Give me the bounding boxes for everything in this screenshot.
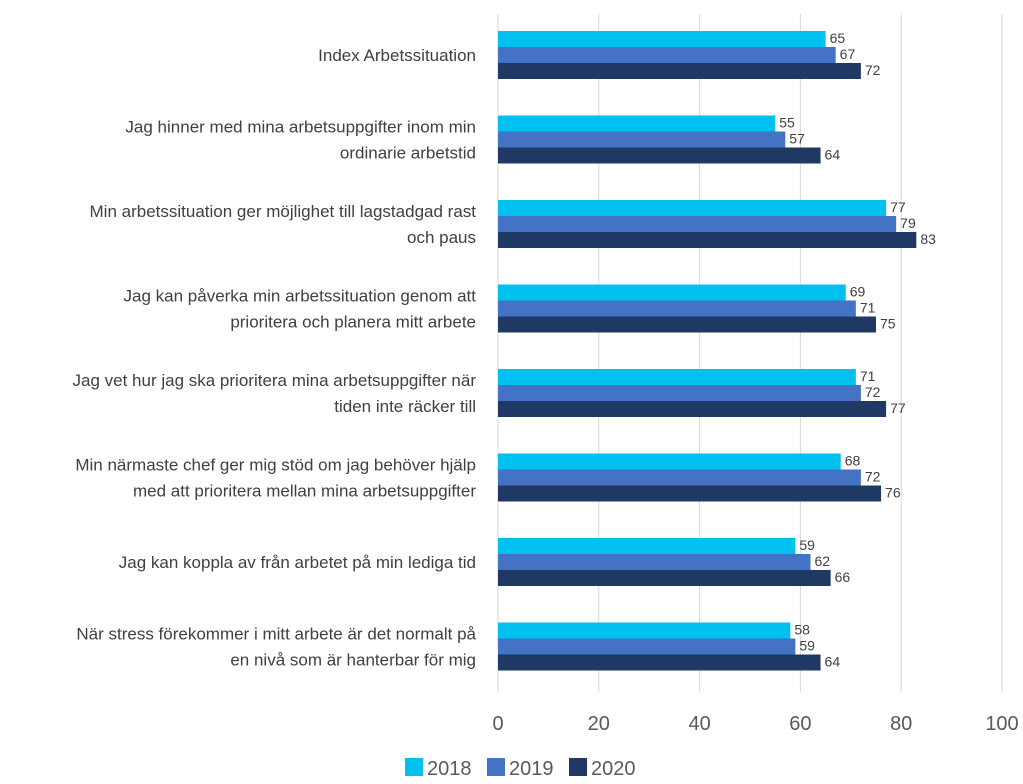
bar-2018: [498, 538, 796, 554]
bar-2020: [498, 147, 821, 164]
legend: 2018 2019 2020: [405, 758, 636, 780]
legend-swatch-2018: [405, 758, 423, 776]
bar-2018: [498, 115, 776, 132]
data-label-2020: 77: [890, 400, 906, 416]
bar-2019: [498, 47, 836, 63]
bar-2019: [498, 216, 897, 232]
x-tick-label: 100: [985, 713, 1018, 735]
x-tick-label: 20: [588, 713, 610, 735]
bar-2018: [498, 622, 791, 639]
legend-label-2020: 2020: [591, 758, 636, 780]
data-label-2020: 72: [865, 62, 881, 78]
category-labels: Index Arbetssituation Jag hinner med mina…: [73, 46, 477, 670]
bar-2020: [498, 63, 861, 79]
data-label-2018: 68: [845, 453, 861, 469]
data-label-2020: 64: [825, 654, 841, 670]
category-label: Jag kan koppla av från arbetet på min le…: [119, 553, 476, 572]
x-tick-label: 0: [492, 713, 503, 735]
x-axis-tick-labels: 0 20 40 60 80 100: [492, 713, 1018, 735]
legend-swatch-2019: [487, 758, 505, 776]
bar-2019: [498, 131, 786, 148]
bar-2019: [498, 300, 856, 317]
bar-2020: [498, 401, 887, 417]
category-label: Min arbetssituation ger möjlighet till l…: [90, 202, 477, 247]
data-label-2018: 58: [794, 622, 810, 638]
category-label: Min närmaste chef ger mig stöd om jag be…: [75, 456, 476, 501]
category-label: När stress förekommer i mitt arbete är d…: [76, 625, 476, 670]
data-label-2019: 59: [799, 638, 815, 654]
bar-2020: [498, 485, 882, 502]
data-label-2020: 75: [880, 316, 896, 332]
data-label-2020: 76: [885, 485, 901, 501]
data-label-2019: 62: [814, 553, 830, 569]
data-label-2020: 66: [835, 569, 851, 585]
data-label-2019: 57: [789, 131, 805, 147]
bars: [498, 31, 917, 671]
data-label-2018: 71: [860, 368, 876, 384]
data-label-2018: 59: [799, 537, 815, 553]
bar-2020: [498, 316, 876, 333]
bar-2020: [498, 570, 831, 586]
data-label-2019: 79: [900, 215, 916, 231]
bar-2018: [498, 284, 846, 301]
data-label-2018: 55: [779, 115, 795, 131]
bar-2019: [498, 469, 861, 486]
data-label-2019: 72: [865, 469, 881, 485]
bar-2019: [498, 554, 811, 570]
x-tick-label: 60: [789, 713, 811, 735]
data-label-2018: 77: [890, 199, 906, 215]
data-label-2018: 65: [830, 30, 846, 46]
data-label-2019: 72: [865, 384, 881, 400]
x-tick-label: 40: [688, 713, 710, 735]
bar-2018: [498, 369, 856, 385]
data-label-2020: 64: [825, 147, 841, 163]
data-label-2020: 83: [920, 231, 936, 247]
bar-2018: [498, 31, 826, 47]
category-label: Jag hinner med mina arbetsuppgifter inom…: [125, 118, 476, 163]
x-tick-label: 80: [890, 713, 912, 735]
bar-2019: [498, 385, 861, 401]
data-label-2019: 71: [860, 300, 876, 316]
data-label-2018: 69: [850, 284, 866, 300]
legend-label-2019: 2019: [509, 758, 554, 780]
category-label: Jag vet hur jag ska prioritera mina arbe…: [73, 371, 477, 416]
bar-2018: [498, 200, 887, 216]
legend-label-2018: 2018: [427, 758, 472, 780]
category-label: Jag kan påverka min arbetssituation geno…: [124, 287, 477, 332]
bar-2020: [498, 654, 821, 671]
data-labels: 6567725557647779836971757172776872765962…: [779, 30, 936, 670]
bar-2020: [498, 232, 917, 248]
legend-swatch-2020: [569, 758, 587, 776]
bar-2018: [498, 453, 841, 470]
category-label: Index Arbetssituation: [318, 46, 476, 65]
data-label-2019: 67: [840, 46, 856, 62]
bar-2019: [498, 638, 796, 655]
